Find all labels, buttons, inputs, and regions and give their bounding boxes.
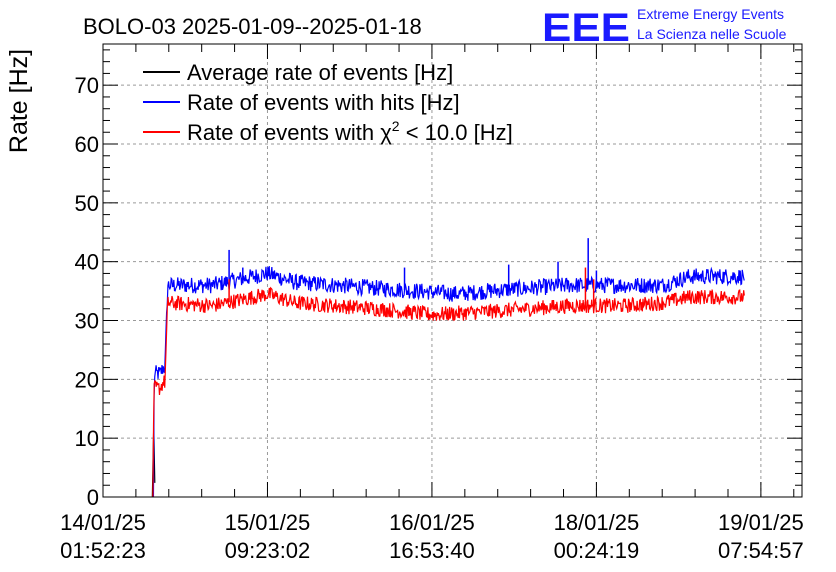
grid (103, 44, 802, 497)
x-tick-label-time: 00:24:19 (554, 538, 640, 563)
logo-line1: Extreme Energy Events (637, 6, 784, 22)
y-tick-label: 10 (75, 426, 99, 451)
y-axis-label: Rate [Hz] (5, 49, 33, 153)
x-tick-labels: 14/01/25 01:52:23 15/01/25 09:23:02 16/01/25… (60, 510, 804, 563)
logo-line2: La Scienza nelle Scuole (637, 26, 787, 42)
eee-logo-letters: EEE (542, 6, 630, 50)
legend-label: Average rate of events [Hz] (187, 60, 453, 85)
x-tick-label-time: 07:54:57 (718, 538, 804, 563)
series-line-2 (152, 286, 745, 498)
y-tick-label: 60 (75, 132, 99, 157)
eee-logo: EEE Extreme Energy Events La Scienza nel… (542, 6, 787, 50)
x-tick-label-date: 18/01/25 (554, 510, 640, 535)
x-tick-label-date: 19/01/25 (718, 510, 804, 535)
y-tick-label: 20 (75, 367, 99, 392)
legend: Average rate of events [Hz] Rate of event… (143, 60, 513, 145)
y-tick-label: 40 (75, 250, 99, 275)
x-tick-label-date: 14/01/25 (60, 510, 146, 535)
series-line-1 (152, 266, 745, 498)
axes (102, 43, 803, 498)
x-tick-label-time: 09:23:02 (225, 538, 311, 563)
y-tick-labels: 0 10 20 30 40 50 60 70 (75, 73, 99, 510)
x-tick-label-time: 01:52:23 (60, 538, 146, 563)
x-tick-label-date: 15/01/25 (225, 510, 311, 535)
legend-label: Rate of events with hits [Hz] (187, 90, 460, 115)
plot-frame (102, 43, 803, 498)
y-tick-label: 50 (75, 191, 99, 216)
x-tick-label-date: 16/01/25 (389, 510, 475, 535)
chart-title: BOLO-03 2025-01-09--2025-01-18 (83, 14, 422, 39)
legend-label: Rate of events with χ2 < 10.0 [Hz] (187, 118, 513, 145)
series-group (151, 238, 745, 498)
y-tick-label: 30 (75, 309, 99, 334)
x-tick-label-time: 16:53:40 (389, 538, 475, 563)
y-tick-label: 70 (75, 73, 99, 98)
y-tick-label: 0 (87, 485, 99, 510)
